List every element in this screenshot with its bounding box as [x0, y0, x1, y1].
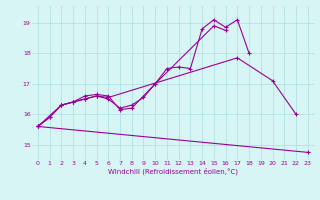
X-axis label: Windchill (Refroidissement éolien,°C): Windchill (Refroidissement éolien,°C): [108, 168, 238, 175]
